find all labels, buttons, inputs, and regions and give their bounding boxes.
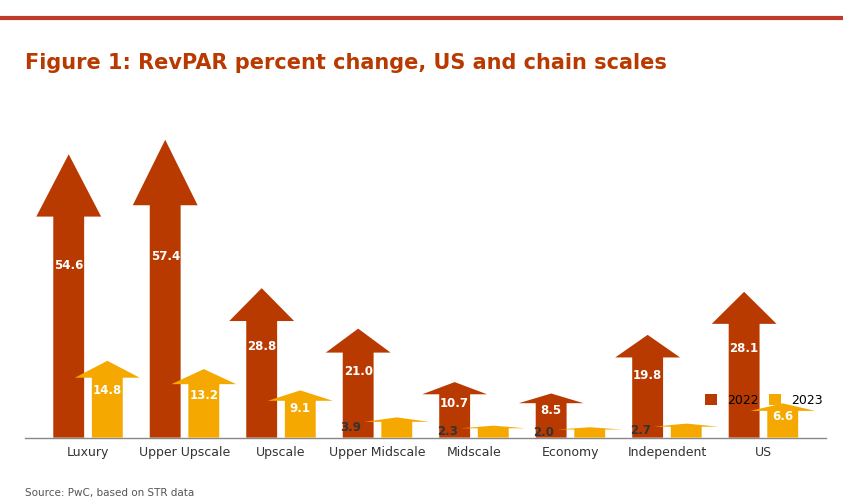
Text: 57.4: 57.4 [151,250,180,263]
Text: 10.7: 10.7 [440,397,470,410]
Text: Figure 1: RevPAR percent change, US and chain scales: Figure 1: RevPAR percent change, US and … [25,53,667,73]
Text: 28.1: 28.1 [729,343,759,356]
Polygon shape [461,426,526,438]
Polygon shape [654,424,718,438]
Polygon shape [325,328,390,438]
Text: 13.2: 13.2 [190,389,218,402]
Polygon shape [615,335,680,438]
Text: 9.1: 9.1 [290,402,311,415]
Text: 2.7: 2.7 [630,424,651,437]
Polygon shape [171,369,236,438]
Polygon shape [133,140,197,438]
Polygon shape [36,154,101,438]
Polygon shape [75,361,140,438]
Polygon shape [268,390,333,438]
Polygon shape [750,403,815,438]
Polygon shape [711,292,776,438]
Text: 54.6: 54.6 [54,259,83,272]
Text: 28.8: 28.8 [247,340,277,353]
Text: 6.6: 6.6 [772,410,793,423]
Text: 3.9: 3.9 [341,421,362,434]
Text: 8.5: 8.5 [540,404,561,417]
Legend: 2022, 2023: 2022, 2023 [700,389,828,412]
Polygon shape [557,427,622,438]
Polygon shape [518,393,583,438]
Text: 19.8: 19.8 [633,369,663,382]
Text: 2.3: 2.3 [437,425,458,438]
Text: 2.0: 2.0 [534,426,555,439]
Text: Source: PwC, based on STR data: Source: PwC, based on STR data [25,488,195,498]
Polygon shape [229,288,294,438]
Polygon shape [364,417,429,438]
Polygon shape [422,382,487,438]
Text: 21.0: 21.0 [344,365,373,378]
Text: 14.8: 14.8 [93,384,122,397]
